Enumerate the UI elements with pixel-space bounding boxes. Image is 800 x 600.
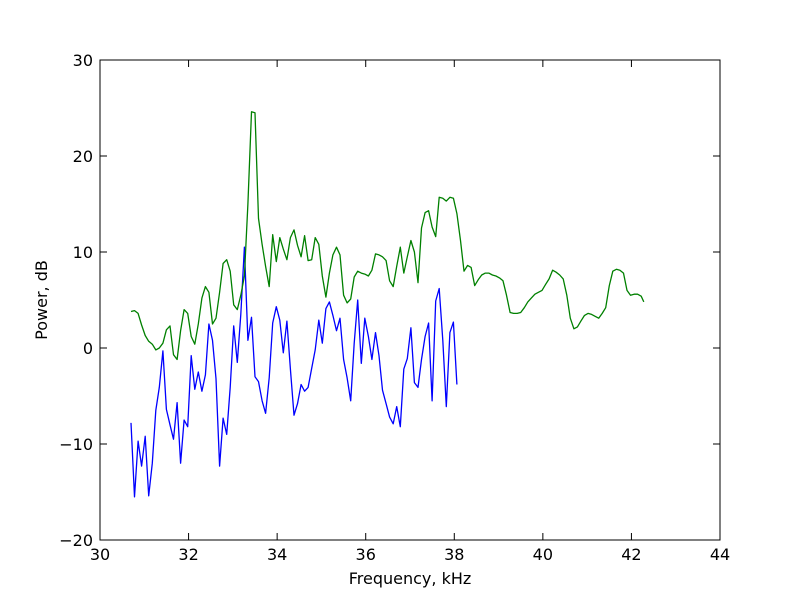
y-tick-label: 30 <box>73 51 93 70</box>
series-layer <box>130 111 645 498</box>
x-tick-label: 42 <box>621 545 641 564</box>
x-axis-label: Frequency, kHz <box>349 569 472 588</box>
y-axis-label: Power, dB <box>32 260 51 340</box>
tick-layer: 30 32 34 36 38 40 42 44 −20 −10 0 10 20 30 <box>59 51 730 564</box>
x-tick-label: 40 <box>533 545 553 564</box>
x-tick-label: 34 <box>267 545 287 564</box>
y-tick-label: −10 <box>59 435 93 454</box>
plot-area-frame <box>99 59 721 541</box>
series-line-green <box>130 111 645 361</box>
y-tick-label: −20 <box>59 531 93 550</box>
x-tick-label: 38 <box>444 545 464 564</box>
x-tick-label: 30 <box>90 545 110 564</box>
x-tick-label: 44 <box>710 545 730 564</box>
x-tick-label: 32 <box>178 545 198 564</box>
series-line-blue <box>130 246 458 498</box>
y-tick-label: 0 <box>83 339 93 358</box>
x-tick-label: 36 <box>356 545 376 564</box>
y-tick-label: 10 <box>73 243 93 262</box>
y-tick-label: 20 <box>73 147 93 166</box>
